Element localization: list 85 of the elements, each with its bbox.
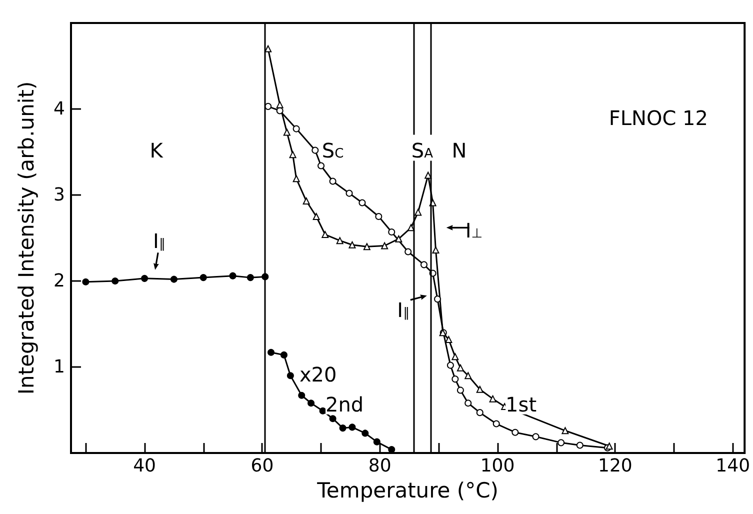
annotation: x20: [299, 362, 337, 386]
point: [302, 198, 310, 205]
point: [464, 400, 472, 407]
point: [141, 274, 148, 282]
point: [289, 151, 296, 158]
point: [408, 224, 415, 232]
point: [283, 128, 290, 136]
point: [170, 276, 178, 283]
y-tick-label: 1: [54, 356, 65, 378]
point: [292, 175, 300, 182]
point: [322, 231, 329, 238]
point: [558, 439, 565, 446]
point: [246, 274, 254, 282]
annotation: N: [452, 138, 467, 163]
point: [292, 125, 300, 132]
point: [388, 228, 396, 236]
point: [264, 45, 272, 52]
x-tick-label: 40: [133, 456, 156, 476]
point: [286, 372, 294, 380]
point: [434, 296, 442, 303]
point: [318, 162, 325, 170]
x-tick-label: 80: [368, 456, 392, 476]
point: [229, 272, 236, 280]
point: [476, 409, 484, 416]
point: [339, 424, 346, 432]
point: [375, 213, 382, 220]
annotation: I∥: [153, 229, 166, 253]
point: [362, 430, 369, 437]
y-tick-label: 3: [54, 184, 65, 206]
x-tick-label: 120: [598, 456, 632, 476]
point: [452, 353, 459, 360]
point: [464, 372, 472, 380]
point: [308, 400, 315, 407]
point: [445, 336, 452, 343]
annotation: SA: [411, 138, 434, 163]
x-tick-label: 100: [480, 456, 515, 476]
point: [329, 415, 336, 422]
point: [312, 146, 319, 154]
point: [363, 243, 370, 250]
point: [532, 433, 540, 440]
y-tick-label: 2: [54, 270, 65, 292]
point: [346, 190, 353, 197]
point: [276, 101, 284, 108]
point: [404, 248, 412, 256]
y-tick-label: 4: [54, 98, 65, 120]
point: [452, 376, 459, 383]
annotation: 2nd: [326, 392, 364, 416]
point: [456, 364, 464, 372]
point: [456, 386, 464, 394]
point: [476, 386, 484, 393]
point: [562, 427, 569, 434]
point: [489, 395, 496, 402]
point: [312, 213, 320, 220]
x-tick-label: 140: [716, 456, 750, 476]
point: [348, 424, 356, 431]
point: [82, 278, 90, 286]
point: [512, 428, 519, 436]
point: [395, 235, 402, 242]
point: [414, 208, 422, 216]
point: [373, 438, 380, 446]
point: [268, 348, 275, 356]
point: [329, 178, 336, 185]
text: FLNOC 12: [608, 106, 708, 130]
point: [319, 407, 326, 414]
point: [298, 392, 306, 399]
point: [381, 242, 388, 250]
point: [200, 274, 207, 282]
point: [420, 261, 428, 268]
annotation: I∥: [397, 298, 410, 322]
annotation: 1st: [506, 392, 537, 416]
point: [492, 420, 500, 428]
point: [112, 278, 119, 284]
x-tick-label: 60: [250, 456, 274, 476]
point: [348, 241, 356, 248]
point: [336, 237, 344, 244]
y-axis-title: Integrated Intensity (arb.unit): [14, 81, 38, 395]
annotation: K: [150, 138, 164, 163]
point: [576, 442, 584, 449]
point: [358, 199, 366, 206]
point: [432, 246, 440, 254]
annotation: SC: [322, 138, 344, 163]
point: [276, 107, 284, 114]
point: [446, 362, 454, 369]
x-axis-title: Temperature (°C): [316, 478, 498, 502]
point: [280, 351, 288, 358]
